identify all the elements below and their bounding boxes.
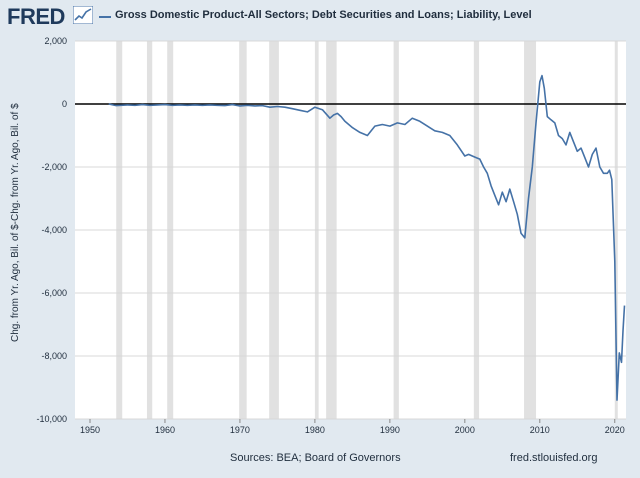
- y-tick-label-1: 0: [62, 99, 67, 109]
- x-tick-label-1: 1960: [155, 425, 175, 435]
- x-tick-label-3: 1980: [305, 425, 325, 435]
- y-axis-ticks: 2,000 0 -2,000 -4,000 -6,000 -8,000 -10,000: [36, 36, 67, 424]
- header: FRED Gross Domestic Product-All Sectors;…: [0, 0, 640, 34]
- x-tick-label-0: 1950: [80, 425, 100, 435]
- y-tick-label-5: -8,000: [41, 351, 67, 361]
- x-axis-ticks: 1950 1960 1970 1980 1990 2000 2010 2020: [80, 419, 625, 435]
- x-tick-label-7: 2020: [605, 425, 625, 435]
- y-tick-label-2: -2,000: [41, 162, 67, 172]
- fred-logo[interactable]: FRED: [7, 4, 65, 29]
- y-tick-label-0: 2,000: [44, 36, 67, 46]
- grid-lines: [75, 40, 626, 420]
- legend-label: Gross Domestic Product-All Sectors; Debt…: [115, 9, 532, 21]
- y-tick-label-4: -6,000: [41, 288, 67, 298]
- x-tick-label-5: 2000: [455, 425, 475, 435]
- x-tick-label-6: 2010: [530, 425, 550, 435]
- site-link[interactable]: fred.stlouisfed.org: [510, 452, 598, 464]
- legend-swatch: [99, 16, 111, 18]
- sources-text: Sources: BEA; Board of Governors: [230, 452, 401, 464]
- chart-line-icon: [73, 6, 93, 24]
- series-line-0: [108, 74, 626, 401]
- x-tick-label-2: 1970: [230, 425, 250, 435]
- x-tick-label-4: 1990: [380, 425, 400, 435]
- y-tick-label-6: -10,000: [36, 414, 67, 424]
- series-group: [108, 74, 626, 401]
- y-tick-label-3: -4,000: [41, 225, 67, 235]
- y-axis-label: Chg. from Yr. Ago, Bil. of $-Chg. from Y…: [10, 103, 21, 342]
